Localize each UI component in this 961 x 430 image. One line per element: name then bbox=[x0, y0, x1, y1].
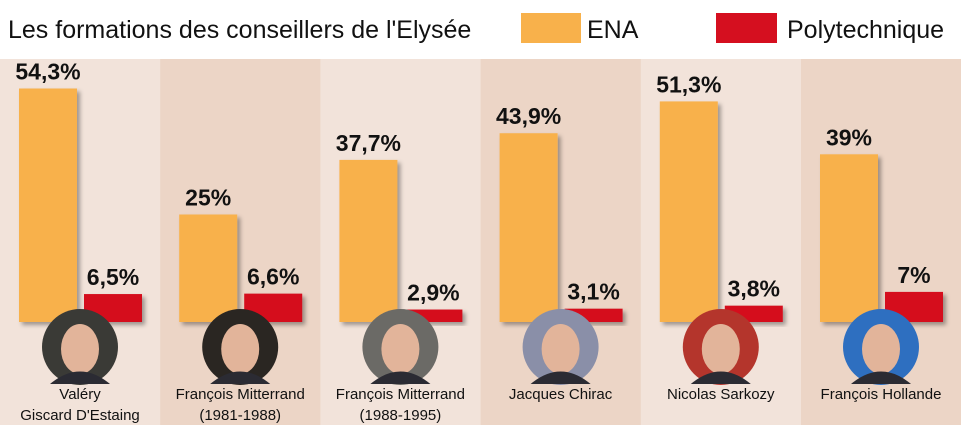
suit-shape bbox=[851, 371, 911, 384]
suit-shape bbox=[370, 371, 431, 384]
bar-ena bbox=[339, 159, 398, 322]
legend-swatch-ena bbox=[521, 13, 581, 43]
portrait-photo bbox=[522, 309, 599, 385]
chart-title: Les formations des conseillers de l'Elys… bbox=[8, 16, 471, 44]
category-label-line2: (1988-1995) bbox=[360, 407, 442, 424]
data-label: 6,6% bbox=[247, 264, 299, 290]
category-label: François Hollande bbox=[821, 386, 942, 403]
suit-shape bbox=[50, 371, 110, 384]
legend-swatch-polytechnique bbox=[716, 13, 777, 43]
data-label: 54,3% bbox=[15, 59, 80, 85]
portrait-photo bbox=[682, 309, 759, 385]
suit-shape bbox=[530, 371, 591, 384]
face-shape bbox=[701, 324, 740, 374]
data-label: 7% bbox=[897, 262, 930, 288]
legend: ENA Polytechnique bbox=[521, 13, 944, 44]
bar-ena bbox=[179, 214, 238, 322]
data-label: 3,1% bbox=[567, 279, 619, 305]
data-label: 2,9% bbox=[407, 280, 459, 306]
data-label: 39% bbox=[826, 124, 872, 150]
suit-shape bbox=[690, 371, 751, 384]
category-label: Nicolas Sarkozy bbox=[667, 386, 775, 403]
legend-label-polytechnique: Polytechnique bbox=[787, 16, 944, 44]
face-shape bbox=[61, 324, 99, 374]
face-shape bbox=[541, 324, 580, 374]
face-shape bbox=[862, 324, 900, 374]
portrait-photo bbox=[843, 309, 919, 385]
bar-ena bbox=[820, 154, 878, 322]
legend-label-ena: ENA bbox=[587, 16, 639, 44]
data-label: 43,9% bbox=[496, 103, 561, 129]
portrait-photo bbox=[202, 309, 279, 385]
data-label: 51,3% bbox=[656, 71, 721, 97]
category-label: Jacques Chirac bbox=[509, 386, 613, 403]
category-label-line2: Giscard D'Estaing bbox=[20, 407, 140, 424]
data-label: 37,7% bbox=[336, 130, 401, 156]
face-shape bbox=[221, 324, 260, 374]
bar-ena bbox=[659, 101, 718, 322]
category-label: Valéry bbox=[59, 386, 101, 403]
data-label: 6,5% bbox=[87, 264, 139, 290]
category-label: François Mitterrand bbox=[176, 386, 305, 403]
portrait-photo bbox=[362, 309, 439, 385]
data-label: 3,8% bbox=[728, 276, 780, 302]
bar-ena bbox=[499, 133, 558, 322]
category-label-line2: (1981-1988) bbox=[199, 407, 281, 424]
data-label: 25% bbox=[185, 185, 231, 211]
suit-shape bbox=[210, 371, 271, 384]
portrait-photo bbox=[42, 309, 118, 385]
category-label: François Mitterrand bbox=[336, 386, 465, 403]
face-shape bbox=[381, 324, 420, 374]
bar-ena bbox=[19, 88, 77, 322]
